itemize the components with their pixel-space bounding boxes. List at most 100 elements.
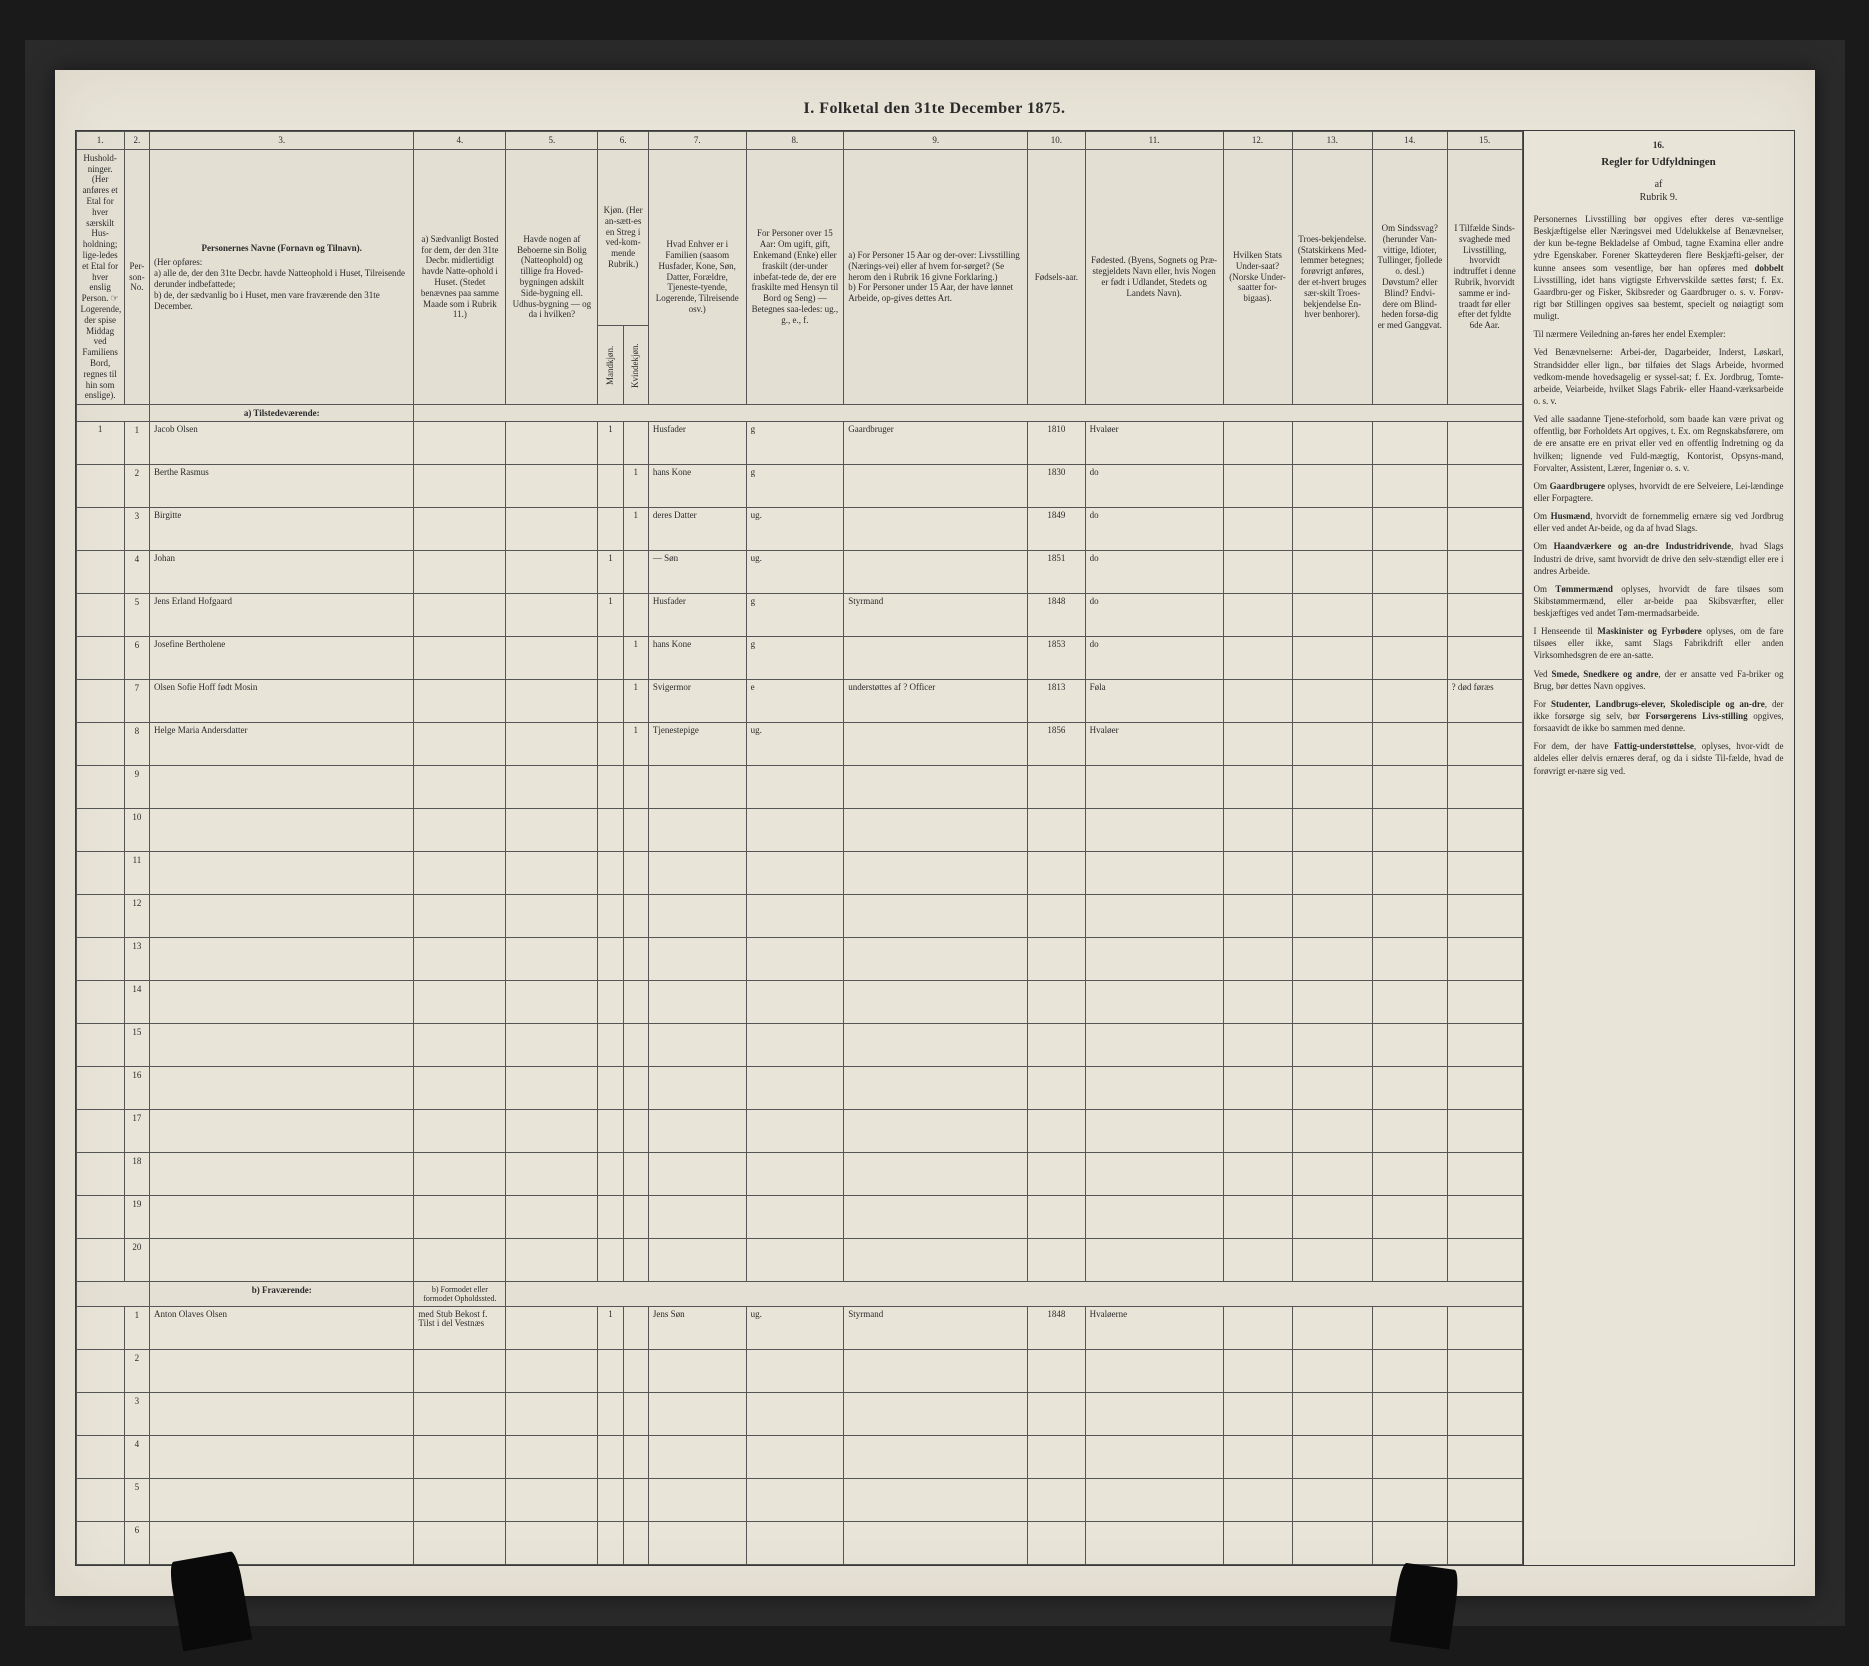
cell-kv	[623, 981, 648, 1024]
cell-name	[150, 1479, 414, 1522]
cell-c12	[1223, 938, 1292, 981]
cell-c15	[1447, 1239, 1522, 1282]
cell-kv	[623, 422, 648, 465]
cell-c15	[1447, 1479, 1522, 1522]
cell-kv: 1	[623, 465, 648, 508]
cell-pn: 6	[124, 637, 149, 680]
cell-c15	[1447, 508, 1522, 551]
cell-c15	[1447, 422, 1522, 465]
cell-place	[1085, 852, 1223, 895]
table-row: 4Johan1— Sønug.1851do	[76, 551, 1522, 594]
cell-place: do	[1085, 594, 1223, 637]
section-b-blank	[76, 1282, 150, 1307]
cell-place	[1085, 1196, 1223, 1239]
main-grid: 1. 2. 3. 4. 5. 6. 7. 8. 9. 10. 11. 12.	[75, 130, 1795, 1566]
cell-c13	[1292, 1479, 1372, 1522]
cell-pn: 1	[124, 1307, 149, 1350]
cell-c13	[1292, 1067, 1372, 1110]
cell-pn: 8	[124, 723, 149, 766]
cell-c12	[1223, 1436, 1292, 1479]
cell-place	[1085, 1479, 1223, 1522]
cell-civ	[746, 1350, 844, 1393]
cell-c13	[1292, 594, 1372, 637]
cell-mk	[598, 723, 623, 766]
cell-pn: 14	[124, 981, 149, 1024]
cell-c5	[506, 1436, 598, 1479]
cell-c4	[414, 1067, 506, 1110]
cell-fam: Svigermor	[648, 680, 746, 723]
cell-fam	[648, 1522, 746, 1565]
cell-kv	[623, 1522, 648, 1565]
cell-c5	[506, 1307, 598, 1350]
cell-year: 1848	[1028, 594, 1085, 637]
col-header-9: a) For Personer 15 Aar og der-over: Livs…	[844, 149, 1028, 404]
cell-c5	[506, 1110, 598, 1153]
cell-hh	[76, 1479, 124, 1522]
cell-occ: understøttes af ? Officer	[844, 680, 1028, 723]
cell-name	[150, 1153, 414, 1196]
cell-year	[1028, 1024, 1085, 1067]
cell-year: 1849	[1028, 508, 1085, 551]
cell-hh	[76, 895, 124, 938]
cell-kv: 1	[623, 508, 648, 551]
cell-c15	[1447, 1153, 1522, 1196]
cell-mk	[598, 680, 623, 723]
cell-hh	[76, 1436, 124, 1479]
cell-c14	[1372, 809, 1447, 852]
cell-c13	[1292, 852, 1372, 895]
cell-pn: 3	[124, 508, 149, 551]
cell-fam	[648, 1067, 746, 1110]
colnum-15: 15.	[1447, 132, 1522, 150]
cell-mk	[598, 1196, 623, 1239]
col-header-8: For Personer over 15 Aar: Om ugift, gift…	[746, 149, 844, 404]
rules-paragraph: Om Tømmermænd oplyses, hvorvidt de fare …	[1534, 583, 1784, 619]
table-row: 1Anton Olaves Olsenmed Stub Bekost f. Ti…	[76, 1307, 1522, 1350]
table-row: 5Jens Erland Hofgaard1HusfadergStyrmand1…	[76, 594, 1522, 637]
cell-c5	[506, 508, 598, 551]
cell-mk	[598, 1110, 623, 1153]
cell-c12	[1223, 1153, 1292, 1196]
cell-fam: hans Kone	[648, 465, 746, 508]
cell-c12	[1223, 809, 1292, 852]
cell-name: Jacob Olsen	[150, 422, 414, 465]
col-header-7: Hvad Enhver er i Familien (saasom Husfad…	[648, 149, 746, 404]
cell-year: 1856	[1028, 723, 1085, 766]
cell-c15	[1447, 1522, 1522, 1565]
cell-hh	[76, 1350, 124, 1393]
cell-c12	[1223, 766, 1292, 809]
colnum-4: 4.	[414, 132, 506, 150]
cell-c12	[1223, 680, 1292, 723]
cell-year	[1028, 1110, 1085, 1153]
table-row: 19	[76, 1196, 1522, 1239]
cell-c12	[1223, 1479, 1292, 1522]
cell-place	[1085, 1393, 1223, 1436]
cell-year	[1028, 809, 1085, 852]
cell-pn: 20	[124, 1239, 149, 1282]
cell-c4	[414, 1024, 506, 1067]
cell-c14	[1372, 465, 1447, 508]
cell-place: Hvaløer	[1085, 422, 1223, 465]
cell-civ	[746, 1153, 844, 1196]
cell-mk	[598, 1393, 623, 1436]
rules-paragraph: Ved Benævnelserne: Arbei-der, Dagarbeide…	[1534, 346, 1784, 407]
cell-mk	[598, 1024, 623, 1067]
cell-mk	[598, 766, 623, 809]
cell-mk	[598, 508, 623, 551]
cell-name	[150, 809, 414, 852]
cell-pn: 3	[124, 1393, 149, 1436]
cell-mk: 1	[598, 594, 623, 637]
cell-pn: 11	[124, 852, 149, 895]
col3-body: (Her opføres: a) alle de, der den 31te D…	[154, 257, 409, 311]
cell-year	[1028, 1479, 1085, 1522]
scanner-background: I. Folketal den 31te December 1875. 1. 2…	[25, 40, 1845, 1626]
cell-pn: 5	[124, 594, 149, 637]
cell-c12	[1223, 1239, 1292, 1282]
cell-civ	[746, 895, 844, 938]
cell-civ	[746, 1239, 844, 1282]
cell-c4	[414, 508, 506, 551]
cell-c14	[1372, 981, 1447, 1024]
cell-place	[1085, 1110, 1223, 1153]
cell-place	[1085, 981, 1223, 1024]
colnum-9: 9.	[844, 132, 1028, 150]
cell-c13	[1292, 1196, 1372, 1239]
